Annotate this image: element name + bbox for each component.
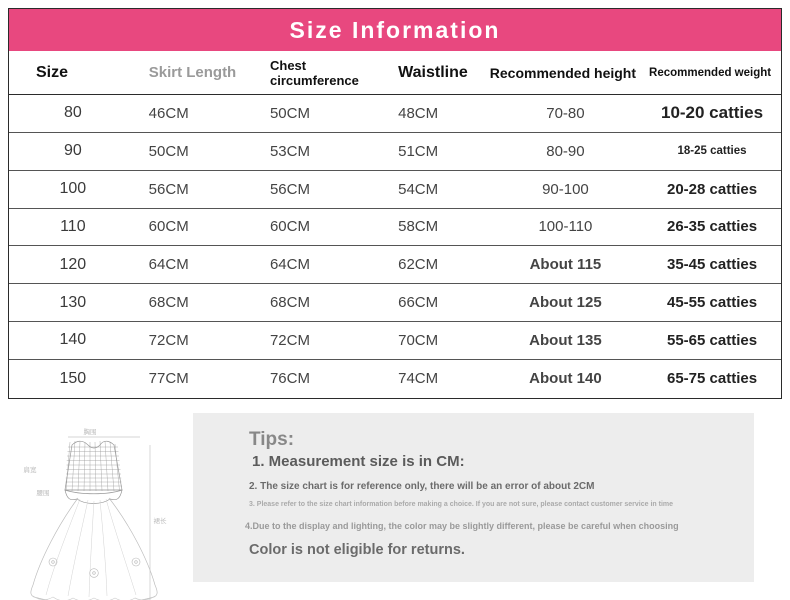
svg-text:胸围: 胸围 [84, 427, 97, 436]
svg-text:裙长: 裙长 [154, 516, 168, 525]
svg-text:肩宽: 肩宽 [24, 465, 38, 474]
svg-text:腰围: 腰围 [37, 489, 50, 497]
